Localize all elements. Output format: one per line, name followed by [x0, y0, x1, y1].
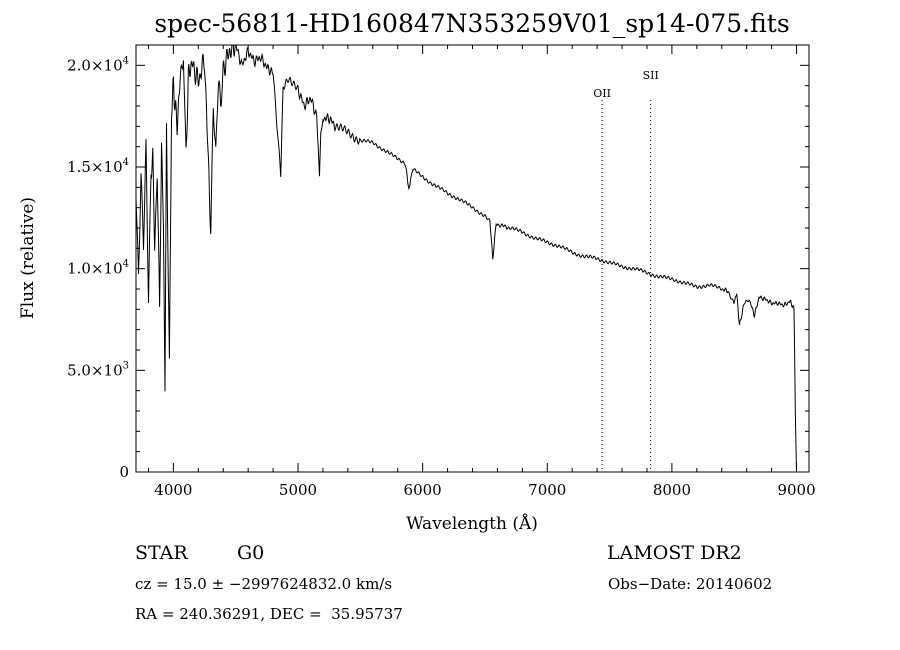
x-tick-label: 6000 [404, 481, 442, 499]
x-tick-label: 8000 [653, 481, 691, 499]
x-tick-label: 7000 [528, 481, 566, 499]
marker-label: SII [643, 69, 659, 82]
chart-title: spec-56811-HD160847N353259V01_sp14-075.f… [154, 9, 789, 38]
x-axis-label: Wavelength (Å) [406, 513, 538, 534]
object-class: STAR [135, 542, 188, 564]
redshift-text: cz = 15.0 ± −2997624832.0 km/s [135, 575, 393, 593]
x-tick-label: 4000 [154, 481, 192, 499]
y-tick-label: 1.0×104 [67, 259, 129, 278]
marker-label: OII [593, 87, 611, 100]
y-axis: 0 5.0×103 1.0×104 1.5×104 2.0×104 [67, 44, 809, 481]
survey-name: LAMOST DR2 [607, 542, 742, 564]
y-axis-label: Flux (relative) [18, 197, 38, 319]
y-tick-label: 2.0×104 [67, 55, 129, 74]
y-tick-label: 0 [119, 463, 129, 481]
x-tick-label: 5000 [279, 481, 317, 499]
observation-date: Obs−Date: 20140602 [608, 575, 773, 593]
y-tick-label: 1.5×104 [67, 157, 129, 176]
coordinates: RA = 240.36291, DEC = 35.95737 [135, 605, 403, 623]
x-tick-label: 9000 [777, 481, 815, 499]
line-markers: OII SII [593, 69, 659, 472]
spectral-subclass: G0 [237, 542, 265, 564]
plot-frame [135, 44, 810, 473]
y-tick-label: 5.0×103 [67, 360, 129, 379]
x-axis: 4000 5000 6000 7000 8000 9000 [147, 45, 816, 499]
series-layer [135, 44, 797, 473]
spectrum-line [135, 44, 797, 473]
